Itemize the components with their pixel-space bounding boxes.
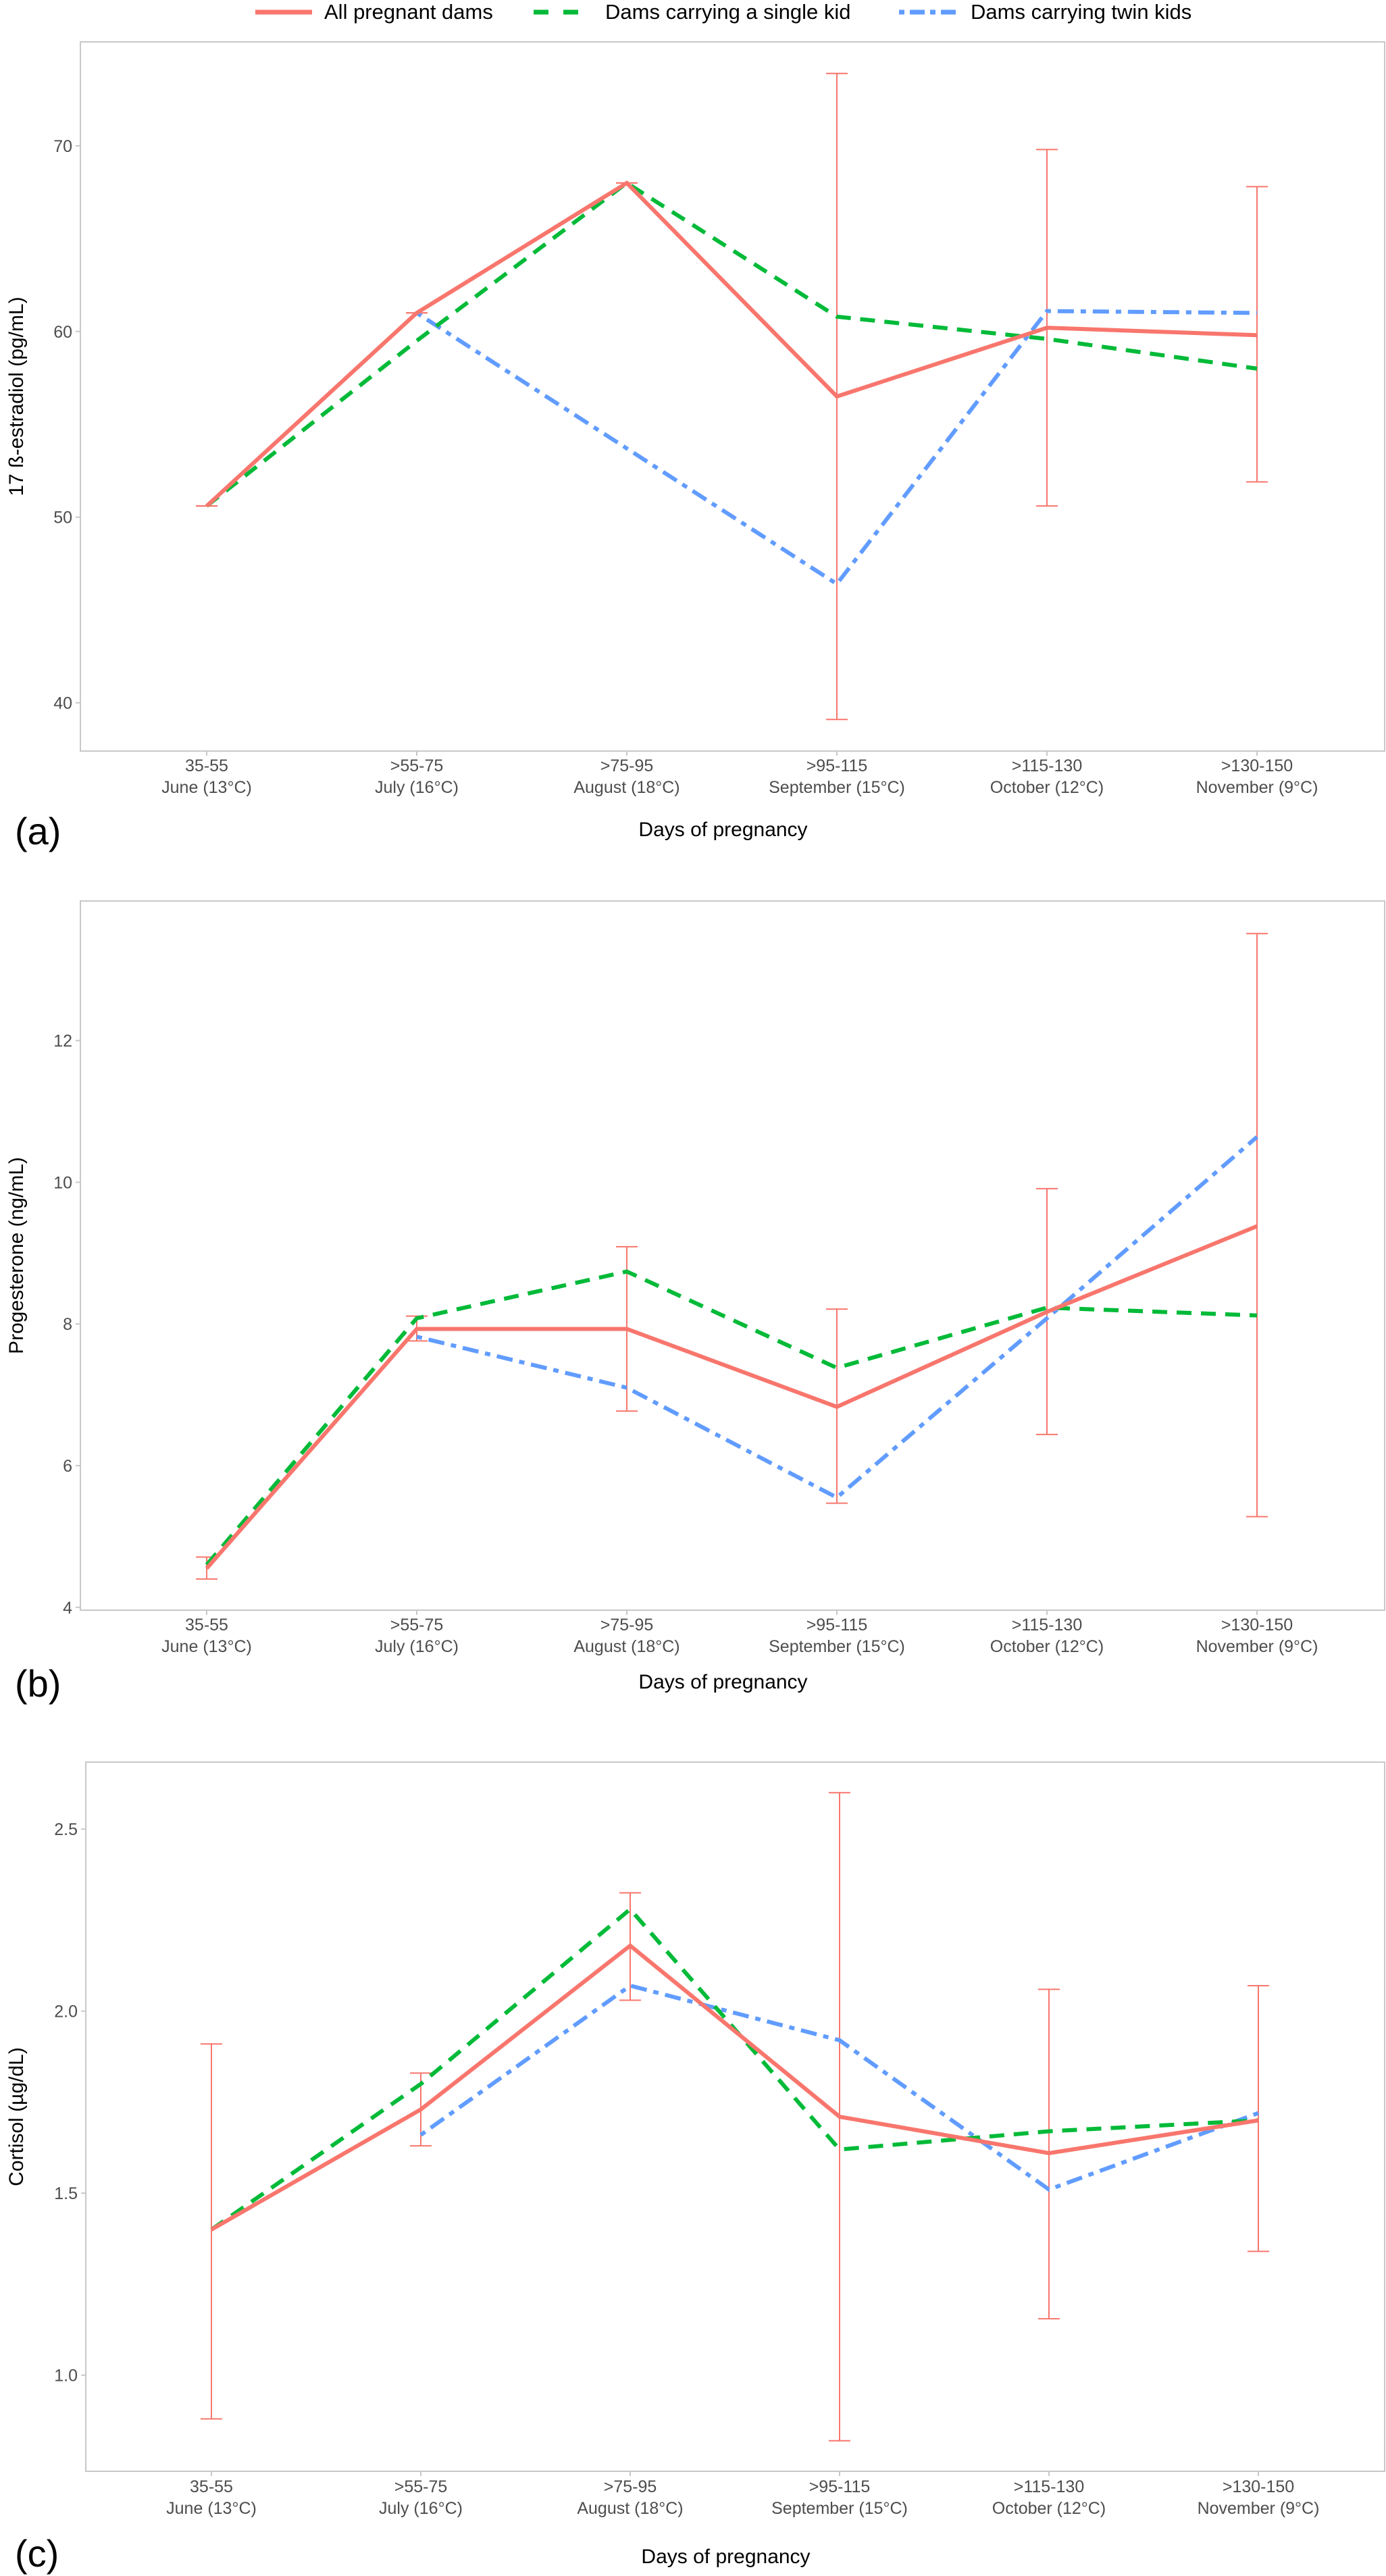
error-bar [1248, 1984, 1269, 2252]
legend-item-twin-kids: Dams carrying twin kids [899, 0, 1191, 24]
x-tick-label: >130-150 [1223, 2477, 1294, 2496]
error-bar [201, 2043, 222, 2420]
legend-label: Dams carrying twin kids [971, 0, 1192, 24]
x-tick-label-month: October (12°C) [990, 778, 1104, 797]
x-tick-label: >95-115 [806, 1616, 868, 1634]
x-tick-label: >130-150 [1221, 1616, 1293, 1634]
x-tick-label: >55-75 [390, 1616, 444, 1634]
x-tick-label: >75-95 [600, 1616, 654, 1634]
y-tick-label: 2.0 [54, 2003, 78, 2021]
x-tick-label: >130-150 [1221, 756, 1293, 775]
x-tick-label: >55-75 [394, 2477, 448, 2496]
legend-label: Dams carrying a single kid [605, 0, 851, 24]
y-tick-label: 60 [53, 323, 72, 342]
x-tick-label: >95-115 [806, 756, 868, 775]
x-tick-label: >75-95 [604, 2477, 657, 2496]
x-axis-title: Days of pregnancy [641, 2546, 810, 2568]
x-tick-label-month: November (9°C) [1198, 2499, 1320, 2518]
x-tick-label: >95-115 [809, 2477, 871, 2496]
series-line-all-pregnant-dams [205, 1224, 1258, 1570]
x-tick-label-month: August (18°C) [573, 1637, 679, 1656]
y-tick-label: 4 [63, 1599, 72, 1618]
chart-panel-b: 4 6 8 10 12 35-55 June (13°C) >55-75 July (16°C)… [5, 900, 1385, 1705]
y-tick-label: 10 [53, 1173, 72, 1192]
x-tick-label-month: June (13°C) [161, 778, 252, 797]
x-tick-label-month: August (18°C) [577, 2499, 683, 2518]
x-tick-label: >115-130 [1012, 1616, 1083, 1634]
panel-label: (a) [15, 810, 61, 852]
legend-label: All pregnant dams [324, 0, 493, 24]
y-axis-title: Progesterone (ng/mL) [5, 1157, 28, 1354]
y-tick-label: 1.5 [54, 2184, 78, 2203]
x-tick-label-month: July (16°C) [379, 2499, 463, 2518]
legend-item-all-pregnant-dams: All pregnant dams [255, 0, 493, 24]
x-tick-label: >55-75 [390, 756, 444, 775]
x-tick-label-month: August (18°C) [573, 778, 679, 797]
series-line-single-kid [205, 180, 1258, 508]
x-tick-label: >115-130 [1012, 756, 1083, 775]
y-tick-label: 40 [53, 694, 72, 713]
x-tick-label: 35-55 [185, 1616, 228, 1634]
y-tick-label: 70 [53, 137, 72, 156]
panel-label: (b) [15, 1662, 61, 1705]
series-line-single-kid [205, 1269, 1258, 1566]
legend-key-dashed [534, 9, 581, 15]
y-tick-label: 6 [63, 1457, 72, 1476]
x-tick-label-month: November (9°C) [1196, 778, 1318, 797]
x-tick-label-month: July (16°C) [375, 1637, 459, 1656]
error-bar [1246, 933, 1268, 1518]
y-tick-label: 2.5 [54, 1820, 78, 1839]
legend-key-dotdash [899, 9, 956, 15]
panel-label: (c) [15, 2532, 59, 2575]
series-line-all-pregnant-dams [205, 180, 1258, 508]
x-tick-label-month: September (15°C) [769, 1637, 905, 1656]
x-tick-label: >115-130 [1014, 2477, 1085, 2496]
series-line-twin-kids [416, 1135, 1258, 1500]
y-tick-label: 50 [53, 509, 72, 527]
x-tick-label: >75-95 [600, 756, 654, 775]
x-tick-label-month: October (12°C) [992, 2499, 1106, 2518]
y-axis-title: 17 ß-estradiol (pg/mL) [5, 297, 28, 496]
x-tick-label-month: July (16°C) [375, 778, 459, 797]
chart-panel-c: 1.0 1.5 2.0 2.5 35-55 June (13°C) >55-75 July (… [5, 1761, 1385, 2575]
x-tick-label-month: September (15°C) [771, 2499, 908, 2518]
x-tick-label-month: November (9°C) [1196, 1637, 1318, 1656]
chart-panel-a: 40 50 60 70 35-55 June (13°C) >55-75 July (16°C… [5, 41, 1385, 852]
legend-item-single-kid: Dams carrying a single kid [534, 0, 851, 24]
x-tick-label: 35-55 [190, 2477, 233, 2496]
plot-area [80, 900, 1385, 1611]
x-tick-label-month: June (13°C) [161, 1637, 252, 1656]
y-tick-label: 8 [63, 1315, 72, 1334]
x-axis-title: Days of pregnancy [638, 819, 807, 841]
y-axis-title: Cortisol (µg/dL) [5, 2047, 28, 2186]
x-tick-label-month: October (12°C) [990, 1637, 1104, 1656]
legend-key-solid [255, 9, 312, 15]
x-tick-label: 35-55 [185, 756, 228, 775]
series-line-all-pregnant-dams [210, 1942, 1259, 2232]
plot-area [80, 41, 1385, 752]
series-line-twin-kids [415, 309, 1258, 587]
legend: All pregnant dams Dams carrying a single… [0, 0, 1386, 30]
x-tick-label-month: June (13°C) [166, 2499, 257, 2518]
y-tick-label: 12 [53, 1032, 72, 1051]
plot-area [85, 1761, 1385, 2472]
y-tick-label: 1.0 [54, 2367, 78, 2386]
x-axis-title: Days of pregnancy [638, 1671, 807, 1693]
x-tick-label-month: September (15°C) [769, 778, 905, 797]
